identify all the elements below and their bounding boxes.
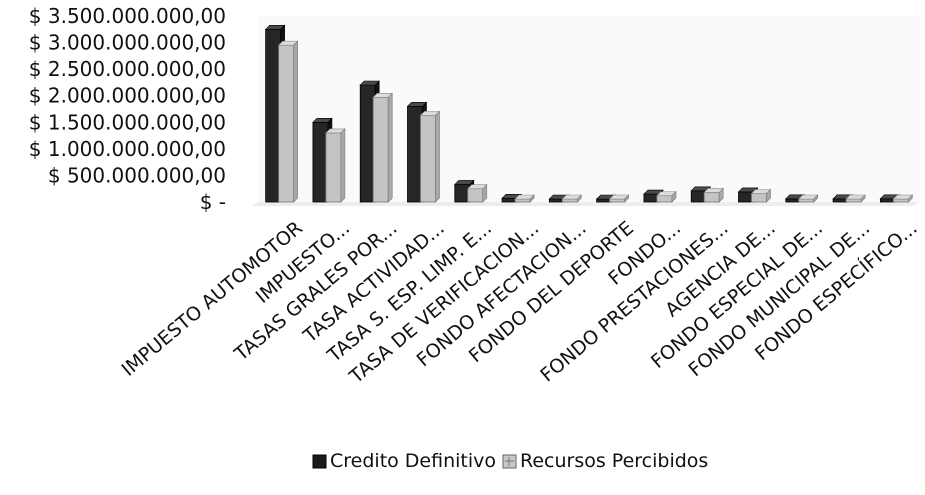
y-tick-label: $ - (200, 190, 226, 214)
bar-side-face (340, 128, 346, 203)
y-tick-label: $ 2.000.000.000,00 (29, 84, 226, 108)
bar-side-face (908, 194, 913, 203)
y-tick-label: $ 1.500.000.000,00 (29, 110, 226, 134)
legend-label: Credito Definitivo (330, 450, 496, 472)
y-tick-label: $ 2.500.000.000,00 (29, 57, 226, 81)
bars-group (264, 24, 914, 203)
y-tick-label: $ 3.500.000.000,00 (29, 4, 226, 28)
x-category-label: IMPUESTO AUTOMOTOR (118, 217, 307, 381)
bar-side-face (624, 194, 629, 203)
bar-recursos-percibidos (278, 44, 295, 203)
bar-recursos-percibidos (892, 198, 909, 203)
bar-recursos-percibidos (514, 198, 531, 203)
y-tick-label: $ 500.000.000,00 (48, 163, 226, 187)
bar-side-face (293, 40, 298, 203)
bar-recursos-percibidos (467, 188, 484, 203)
y-tick-label: $ 1.000.000.000,00 (29, 137, 226, 161)
bar-recursos-percibidos (561, 198, 578, 203)
legend: Credito Definitivo Recursos Percibidos (312, 450, 708, 472)
bar-recursos-percibidos (656, 195, 673, 203)
bar-recursos-percibidos (751, 193, 767, 203)
bar-recursos-percibidos (372, 96, 389, 203)
bar-side-face (482, 183, 488, 203)
y-tick-label: $ 3.000.000.000,00 (29, 31, 226, 55)
bar-recursos-percibidos (845, 198, 862, 203)
bar-side-face (577, 194, 582, 203)
y-axis: $ 3.500.000.000,00$ 3.000.000.000,00$ 2.… (29, 4, 226, 214)
bar-side-face (718, 187, 724, 203)
legend-label: Recursos Percibidos (520, 450, 708, 472)
plot-area (252, 16, 920, 206)
bar-side-face (813, 194, 819, 203)
bar-recursos-percibidos (609, 198, 626, 203)
bar-recursos-percibidos (325, 132, 342, 203)
chart-back-wall (258, 16, 920, 202)
bar-side-face (435, 110, 440, 203)
chart-floor (252, 202, 920, 206)
bar-side-face (860, 194, 866, 203)
bar-recursos-percibidos (798, 198, 815, 203)
bar-recursos-percibidos (420, 114, 436, 203)
bar-side-face (766, 188, 771, 203)
bar-side-face (387, 92, 393, 203)
legend-swatch-pattern (505, 457, 514, 466)
bar-side-face (529, 194, 535, 203)
bar-side-face (671, 190, 677, 203)
legend-swatch-credito-definitivo (312, 454, 327, 469)
bar-recursos-percibidos (703, 192, 720, 203)
